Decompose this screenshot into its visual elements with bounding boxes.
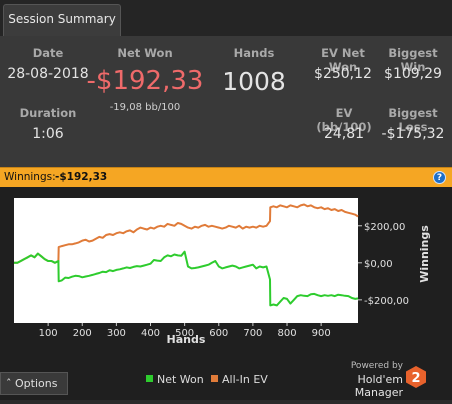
winnings-label: Winnings: — [4, 171, 56, 183]
tab-bar: Session Summary — [0, 0, 452, 36]
ev-netwon-value: $250,12 — [314, 66, 372, 82]
hm2-logo: 2 — [406, 366, 426, 388]
ev-netwon-label: EV Net Won — [321, 46, 365, 74]
options-button[interactable]: ˆ Options — [0, 372, 68, 395]
winnings-chart: 100 200 300 400 500 600 700 800 900 $200,00 $0,00… — [14, 198, 431, 346]
x-tick-label-800: 800 — [277, 328, 296, 339]
svg-text:2: 2 — [411, 371, 420, 386]
biggest-loss-value: -$175,32 — [381, 126, 445, 142]
chevron-up-icon: ˆ — [6, 377, 12, 390]
summary-panel: Date 28-08-2018 Duration 1:06 Net Won -$… — [0, 36, 452, 167]
y-tick-label-0: $200,00 — [364, 222, 405, 233]
chart-area: 100 200 300 400 500 600 700 800 900 $200,00 $0,00… — [0, 187, 452, 400]
winnings-bar: Winnings: -$192,33 ? — [0, 167, 452, 187]
netwon-value: -$192,33 — [86, 66, 204, 96]
x-tick-label-200: 200 — [73, 328, 92, 339]
biggest-loss-label: Biggest Loss — [388, 106, 438, 134]
legend-item-net-won: Net Won — [146, 373, 204, 386]
x-tick-label-700: 700 — [243, 328, 262, 339]
y-tick-label-1: $0,00 — [364, 259, 393, 270]
duration-label: Duration — [19, 106, 77, 120]
x-tick-label-500: 500 — [175, 328, 194, 339]
x-tick-label-100: 100 — [39, 328, 58, 339]
winnings-value: -$192,33 — [55, 171, 108, 183]
y-tick-label-2: -$200,00 — [364, 296, 409, 307]
ev-bb100-value: 24,81 — [323, 126, 365, 142]
netwon-bb100: -19,08 bb/100 — [109, 102, 181, 113]
options-label: Options — [15, 377, 58, 390]
duration-value: 1:06 — [32, 126, 64, 142]
all-in-ev-swatch — [211, 375, 218, 382]
hands-value: 1008 — [222, 67, 286, 96]
x-tick-label-300: 300 — [107, 328, 126, 339]
net-won-swatch — [146, 375, 153, 382]
y-axis-label: Winnings — [418, 225, 431, 283]
tab-session-summary[interactable]: Session Summary — [3, 4, 121, 36]
biggest-win-value: $109,29 — [384, 66, 442, 82]
legend-net-won-label: Net Won — [157, 373, 204, 386]
x-tick-label-400: 400 — [141, 328, 160, 339]
series-line-all-in-ev — [14, 203, 359, 264]
netwon-label: Net Won — [117, 46, 173, 60]
hands-label: Hands — [233, 46, 275, 60]
date-value: 28-08-2018 — [7, 66, 89, 82]
series-line-net-won — [14, 250, 359, 307]
biggest-win-label: Biggest Win — [388, 46, 438, 74]
legend-item-all-in-ev: All-In EV — [211, 373, 268, 386]
date-label: Date — [32, 46, 64, 60]
x-tick-label-900: 900 — [312, 328, 331, 339]
brand-name: Hold'em Manager — [354, 373, 403, 399]
x-axis-label: Hands — [167, 333, 206, 346]
powered-by-text: Powered by — [350, 361, 403, 371]
help-icon[interactable]: ? — [433, 171, 446, 184]
legend-all-in-ev-label: All-In EV — [222, 373, 268, 386]
ev-bb100-label: EV (bb/100) — [316, 106, 372, 134]
x-tick-label-600: 600 — [209, 328, 228, 339]
